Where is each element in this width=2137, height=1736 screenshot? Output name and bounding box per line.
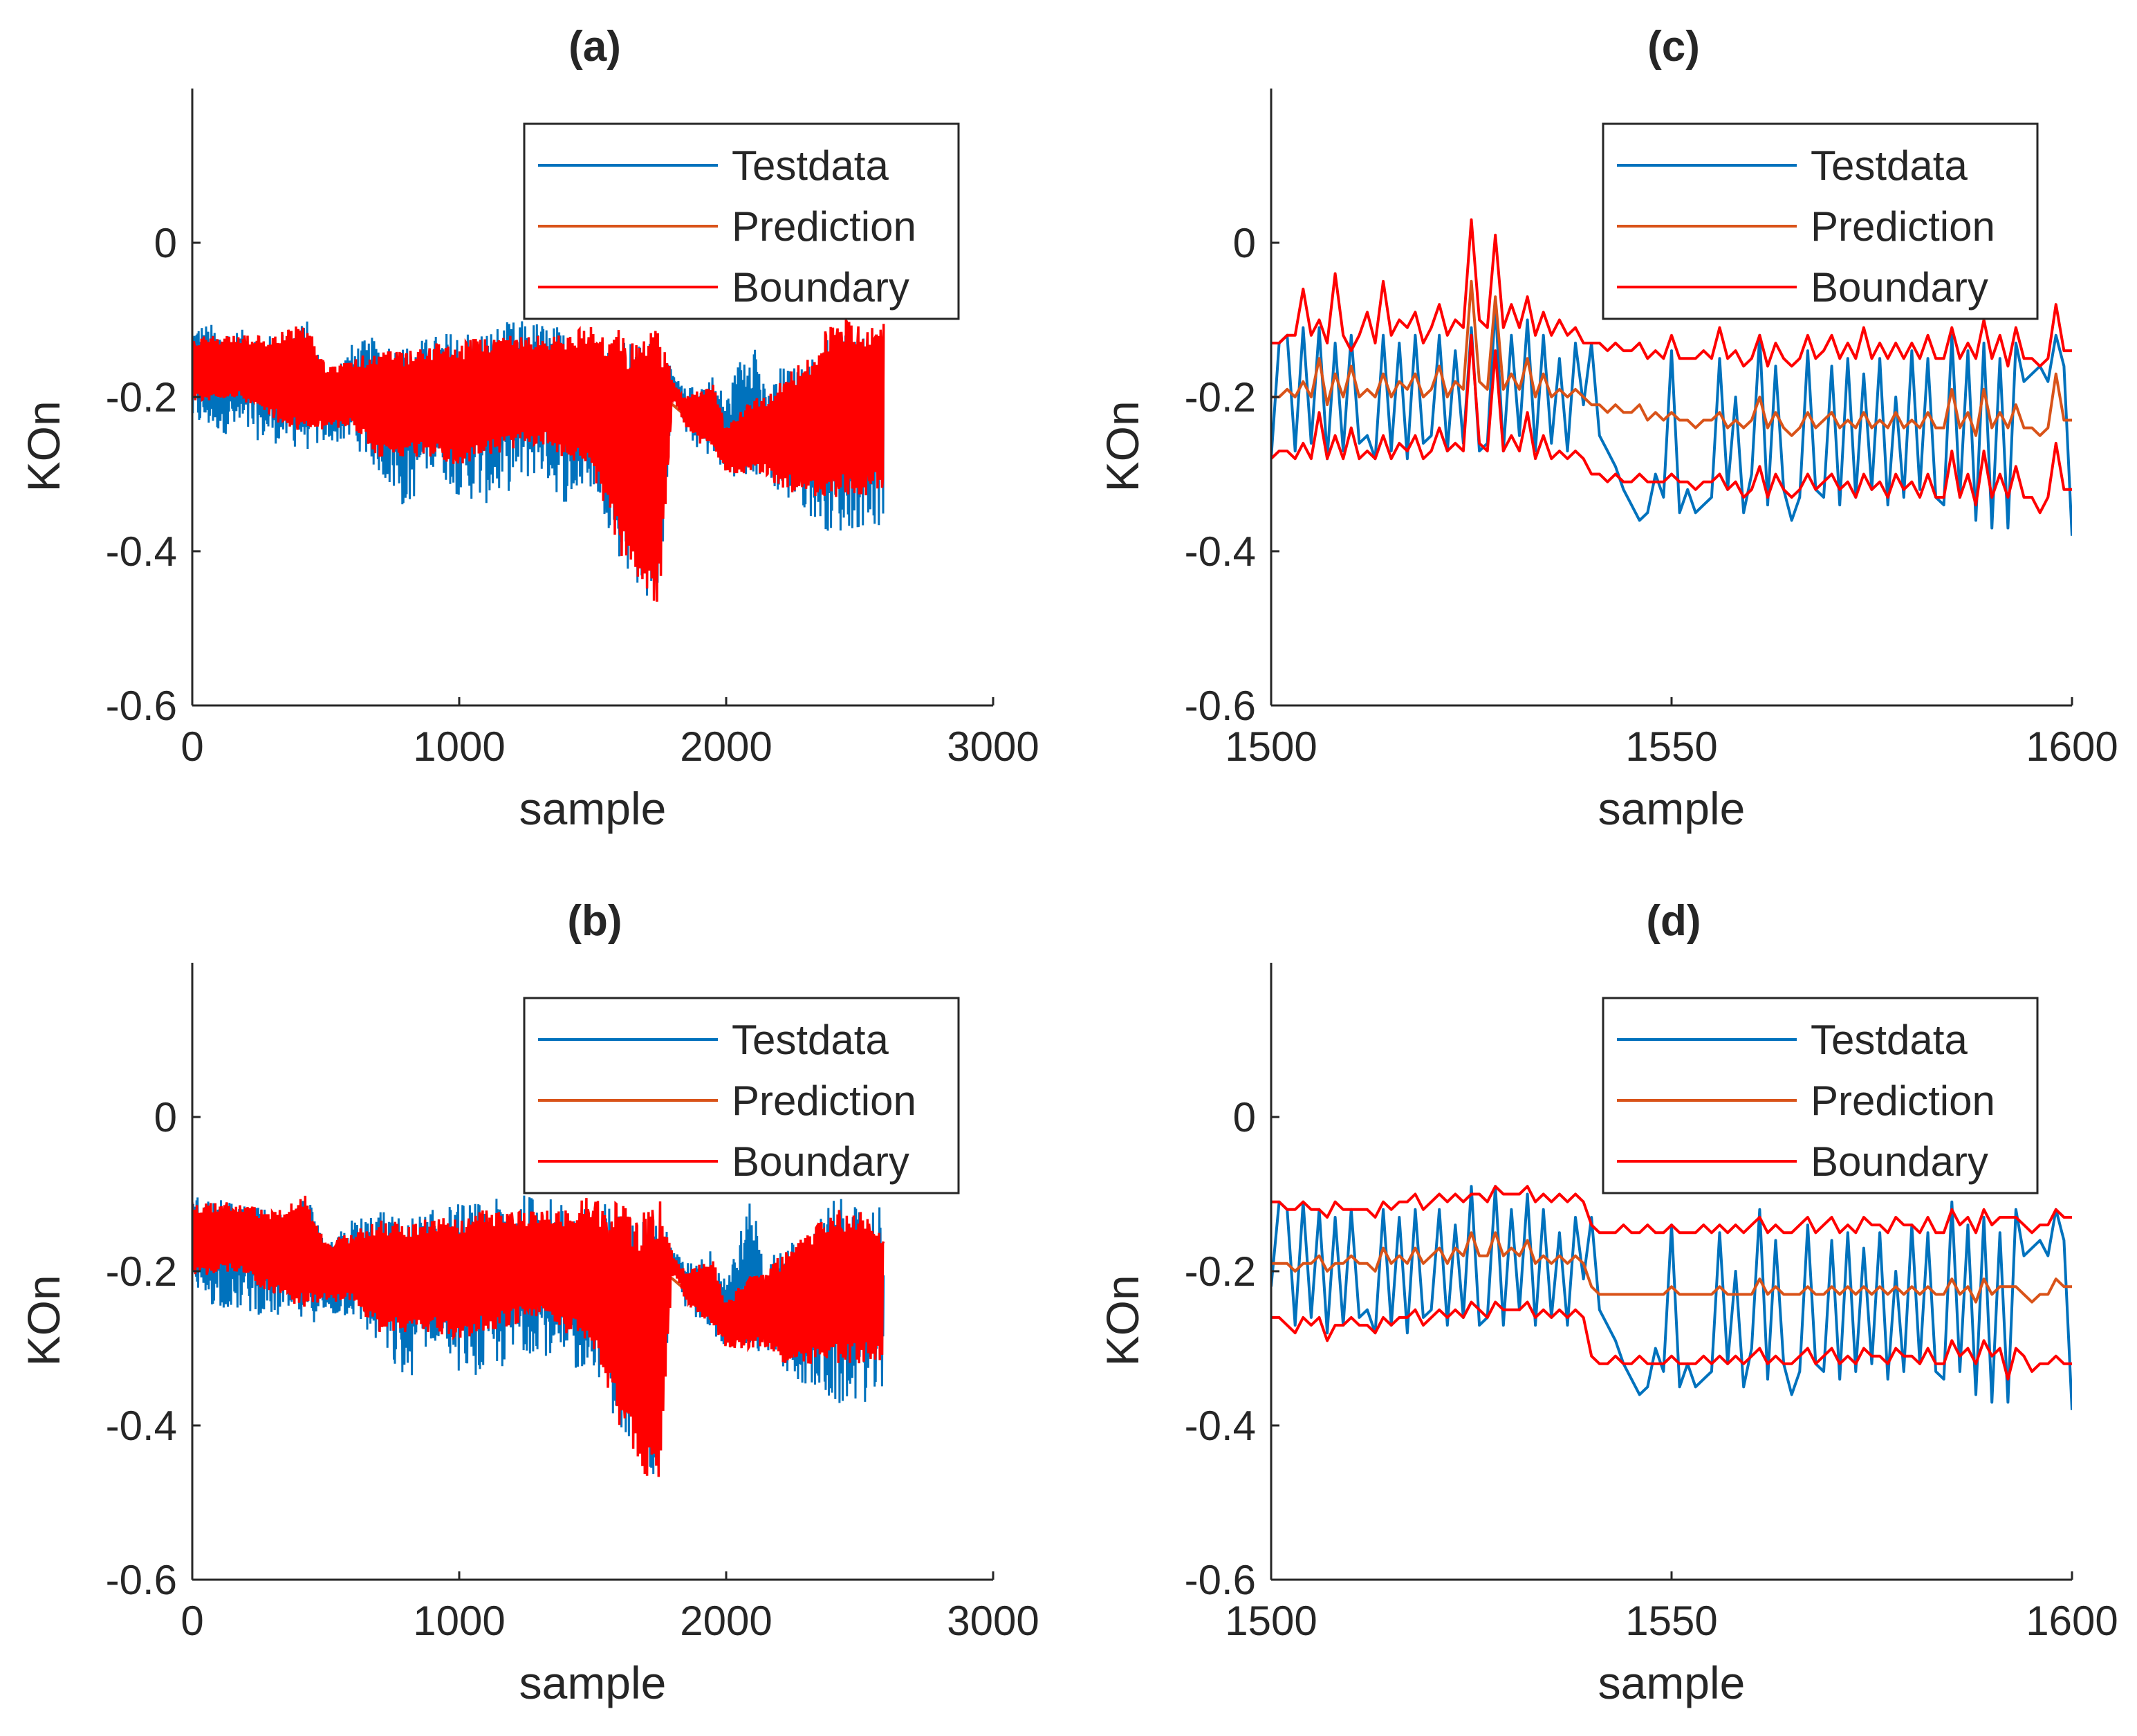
- legend: Testdata Prediction Boundary: [1602, 997, 2039, 1194]
- y-tick-label: 0: [1233, 220, 1256, 266]
- chart-b: 0 1000 2000 3000 -0.6 -0.4 -0.2 0 (b) sample KOn Te…: [18, 897, 1039, 1708]
- y-axis-label: KOn: [1097, 400, 1148, 492]
- y-tick-label: -0.6: [1185, 1557, 1256, 1603]
- x-tick-label: 3000: [947, 723, 1039, 770]
- chart-title: (d): [1646, 897, 1701, 945]
- series-boundary-upper-line: [1271, 218, 2072, 368]
- x-axis-label: sample: [1598, 783, 1746, 834]
- x-tick-label: 1000: [413, 1598, 505, 1644]
- legend-label-boundary: Boundary: [1811, 1138, 1988, 1185]
- y-tick-label: 0: [154, 1094, 177, 1141]
- legend-label-testdata: Testdata: [732, 142, 889, 189]
- y-tick-label: -0.2: [1185, 374, 1256, 421]
- chart-title: (a): [568, 23, 621, 71]
- legend: Testdata Prediction Boundary: [1602, 122, 2039, 320]
- chart-c: 1500 1550 1600 -0.6 -0.4 -0.2 0 (c) sample KOn Tes…: [1097, 23, 2118, 834]
- series-testdata-line: [1271, 303, 2072, 536]
- y-tick-label: -0.2: [106, 1248, 177, 1295]
- y-tick-label: -0.6: [106, 683, 177, 729]
- x-tick-label: 2000: [680, 723, 772, 770]
- y-tick-label: -0.4: [106, 1403, 177, 1449]
- y-tick-label: -0.2: [106, 374, 177, 421]
- y-axis-label: KOn: [18, 1275, 69, 1366]
- y-tick-label: 0: [1233, 1094, 1256, 1141]
- legend: Testdata Prediction Boundary: [523, 122, 960, 320]
- legend-label-prediction: Prediction: [732, 203, 916, 250]
- plot-area: [192, 316, 885, 602]
- legend: Testdata Prediction Boundary: [523, 997, 960, 1194]
- plot-area: [1271, 1185, 2072, 1410]
- y-tick-label: -0.4: [106, 528, 177, 575]
- y-tick-label: -0.4: [1185, 528, 1256, 575]
- legend-label-prediction: Prediction: [1811, 203, 1995, 250]
- series-boundary-band: [192, 316, 885, 602]
- x-tick-label: 1000: [413, 723, 505, 770]
- chart-a: 0 1000 2000 3000 -0.6 -0.4 -0.2 0 (a) sample KOn Te…: [18, 23, 1039, 834]
- legend-label-prediction: Prediction: [732, 1078, 916, 1124]
- series-boundary-lower-line: [1271, 1300, 2072, 1381]
- x-tick-label: 1500: [1225, 723, 1317, 770]
- x-axis-label: sample: [519, 783, 667, 834]
- x-tick-label: 1600: [2026, 723, 2118, 770]
- series-boundary-upper-line: [1271, 1185, 2072, 1235]
- series-testdata-line: [1271, 1185, 2072, 1410]
- x-axis-label: sample: [519, 1657, 667, 1708]
- y-tick-label: -0.6: [1185, 683, 1256, 729]
- y-axis-label: KOn: [18, 400, 69, 492]
- x-tick-label: 1550: [1625, 723, 1717, 770]
- chart-d: 1500 1550 1600 -0.6 -0.4 -0.2 0 (d) sample KOn Tes…: [1097, 897, 2118, 1708]
- x-tick-label: 1500: [1225, 1598, 1317, 1644]
- y-tick-label: -0.4: [1185, 1403, 1256, 1449]
- x-tick-label: 0: [181, 723, 203, 770]
- x-tick-label: 3000: [947, 1598, 1039, 1644]
- series-prediction-line: [1271, 279, 2072, 437]
- legend-label-testdata: Testdata: [1811, 1017, 1968, 1063]
- y-tick-label: 0: [154, 220, 177, 266]
- x-tick-label: 2000: [680, 1598, 772, 1644]
- x-axis-label: sample: [1598, 1657, 1746, 1708]
- y-axis-label: KOn: [1097, 1275, 1148, 1366]
- y-tick-label: -0.6: [106, 1557, 177, 1603]
- legend-label-boundary: Boundary: [732, 1138, 909, 1185]
- legend-label-boundary: Boundary: [1811, 264, 1988, 311]
- legend-label-prediction: Prediction: [1811, 1078, 1995, 1124]
- legend-label-testdata: Testdata: [1811, 142, 1968, 189]
- x-tick-label: 0: [181, 1598, 203, 1644]
- x-tick-label: 1600: [2026, 1598, 2118, 1644]
- y-tick-label: -0.2: [1185, 1248, 1256, 1295]
- chart-title: (b): [567, 897, 622, 945]
- chart-title: (c): [1647, 23, 1700, 71]
- x-tick-label: 1550: [1625, 1598, 1717, 1644]
- series-prediction-line: [1271, 1231, 2072, 1304]
- series-boundary-lower-line: [1271, 333, 2072, 515]
- plot-area: [1271, 218, 2072, 536]
- legend-label-boundary: Boundary: [732, 264, 909, 311]
- legend-label-testdata: Testdata: [732, 1017, 889, 1063]
- series-boundary-band: [192, 1195, 885, 1477]
- plot-area: [192, 1195, 885, 1477]
